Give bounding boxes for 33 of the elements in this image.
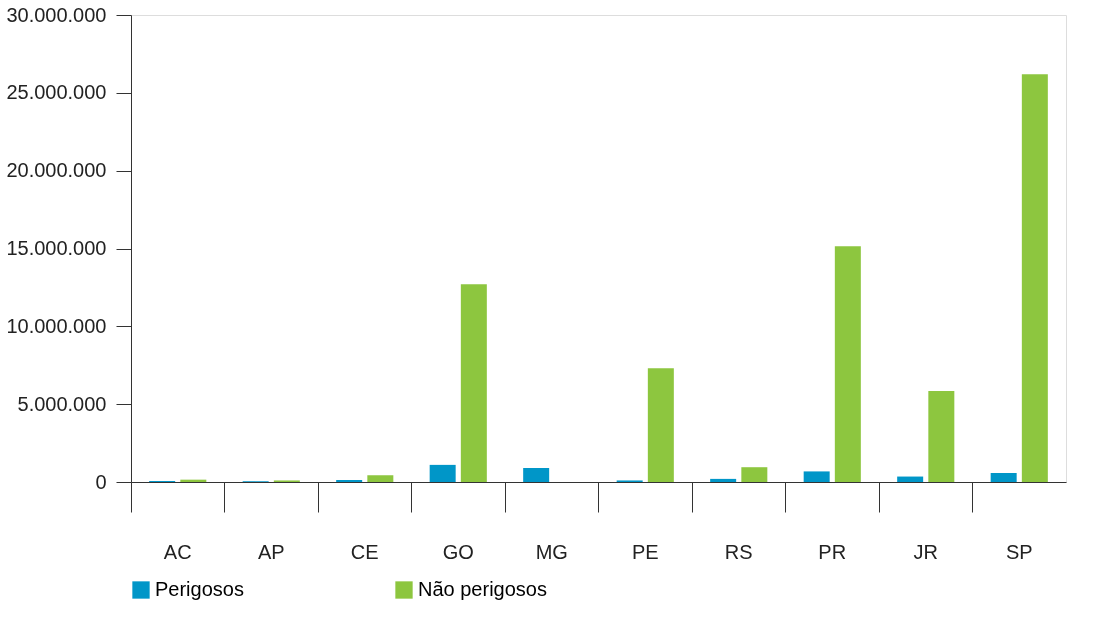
x-tick-label: AC [163, 540, 192, 563]
x-tick-label: SP [1005, 540, 1033, 563]
bar [990, 472, 1017, 482]
bar [647, 368, 674, 482]
x-tick-label: GO [442, 540, 474, 563]
bar [741, 467, 768, 482]
x-tick-label: MG [535, 540, 568, 563]
legend-label: Não perigosos [418, 578, 547, 600]
bar [1021, 74, 1048, 482]
x-tick-label: PE [631, 540, 659, 563]
x-tick-label: JR [913, 540, 938, 563]
bar [710, 478, 737, 482]
bar [336, 479, 363, 482]
y-tick-label: 25.000.000 [6, 81, 107, 104]
bar [460, 284, 487, 482]
bar [523, 467, 550, 482]
y-tick-label: 5.000.000 [17, 392, 107, 415]
y-tick-label: 10.000.000 [6, 314, 107, 337]
x-tick-label: RS [724, 540, 753, 563]
legend-label: Perigosos [155, 578, 244, 600]
x-tick-label: AP [257, 540, 285, 563]
bar [803, 471, 830, 482]
y-tick-label: 0 [95, 470, 107, 493]
y-tick-label: 20.000.000 [6, 159, 107, 182]
y-tick-label: 30.000.000 [6, 3, 107, 26]
bar [367, 475, 394, 482]
bar [834, 246, 861, 482]
bar [928, 390, 955, 482]
bar [897, 476, 924, 482]
x-tick-label: PR [818, 540, 847, 563]
bar [429, 464, 456, 482]
x-tick-label: CE [350, 540, 379, 563]
y-tick-label: 15.000.000 [6, 237, 107, 259]
